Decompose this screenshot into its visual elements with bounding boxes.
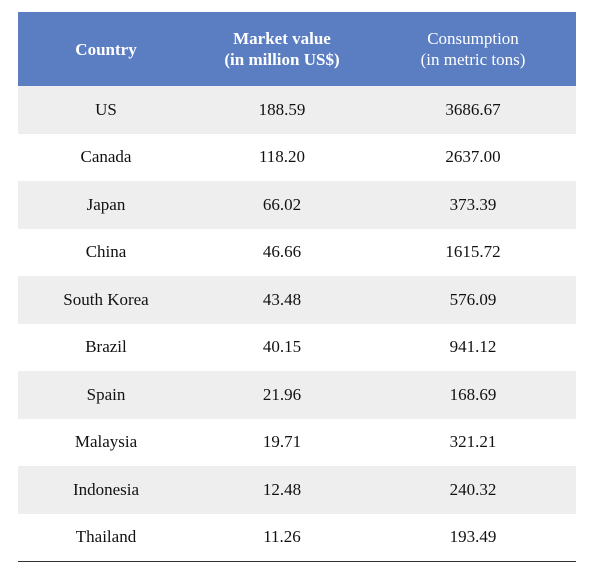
cell-market-value: 21.96 <box>262 384 302 404</box>
header-market-value-line-2: (in million US$) <box>224 50 340 69</box>
table-header: Country Market value (in million US$) Co… <box>18 12 576 86</box>
table-row: Japan 66.02 373.39 <box>18 181 576 229</box>
cell-market-value: 40.15 <box>262 337 302 357</box>
cell-consumption: 193.49 <box>370 513 576 562</box>
table-row: Brazil 40.15 941.12 <box>18 323 576 371</box>
country-market-table: Country Market value (in million US$) Co… <box>18 12 576 562</box>
table-row: Indonesia 12.48 240.32 <box>18 466 576 514</box>
cell-country: Spain <box>86 384 126 404</box>
cell-market-value: 12.48 <box>262 479 302 499</box>
data-table-container: Country Market value (in million US$) Co… <box>18 12 576 562</box>
cell-country: Japan <box>86 194 126 214</box>
header-consumption-line-2: (in metric tons) <box>420 50 526 69</box>
cell-market-value: 118.20 <box>258 147 306 167</box>
cell-market-value: 46.66 <box>262 242 302 262</box>
table-row: Thailand 11.26 193.49 <box>18 513 576 562</box>
cell-consumption: 321.21 <box>449 432 497 452</box>
header-market-value: Market value (in million US$) <box>194 12 370 86</box>
cell-consumption: 576.09 <box>449 289 497 309</box>
cell-country: Canada <box>80 147 132 167</box>
header-country: Country <box>18 12 194 86</box>
cell-consumption: 373.39 <box>449 194 497 214</box>
cell-country: Thailand <box>18 513 194 562</box>
cell-market-value: 188.59 <box>258 99 306 119</box>
table-row: US 188.59 3686.67 <box>18 86 576 134</box>
cell-market-value: 19.71 <box>262 432 302 452</box>
cell-market-value: 43.48 <box>262 289 302 309</box>
header-market-value-line-1: Market value <box>233 29 331 48</box>
header-row: Country Market value (in million US$) Co… <box>18 12 576 86</box>
table-row: Canada 118.20 2637.00 <box>18 133 576 181</box>
header-consumption-line-1: Consumption <box>427 29 519 48</box>
header-consumption: Consumption (in metric tons) <box>370 12 576 86</box>
cell-country: South Korea <box>63 289 149 309</box>
cell-consumption: 3686.67 <box>445 99 501 119</box>
cell-consumption: 240.32 <box>449 479 497 499</box>
cell-consumption: 168.69 <box>449 384 497 404</box>
table-body: US 188.59 3686.67 Canada 118.20 2637.00 … <box>18 86 576 562</box>
table-row: South Korea 43.48 576.09 <box>18 276 576 324</box>
cell-consumption: 941.12 <box>449 337 497 357</box>
header-country-label: Country <box>75 39 137 59</box>
cell-country: Indonesia <box>72 479 140 499</box>
table-row: China 46.66 1615.72 <box>18 228 576 276</box>
cell-market-value: 66.02 <box>262 194 302 214</box>
table-row: Spain 21.96 168.69 <box>18 371 576 419</box>
table-row: Malaysia 19.71 321.21 <box>18 418 576 466</box>
cell-consumption: 1615.72 <box>445 242 501 262</box>
cell-consumption: 2637.00 <box>445 147 501 167</box>
cell-country: Brazil <box>85 337 127 357</box>
cell-country: US <box>95 99 117 119</box>
cell-country: Malaysia <box>74 432 138 452</box>
cell-country: China <box>85 242 127 262</box>
cell-market-value: 11.26 <box>194 513 370 562</box>
